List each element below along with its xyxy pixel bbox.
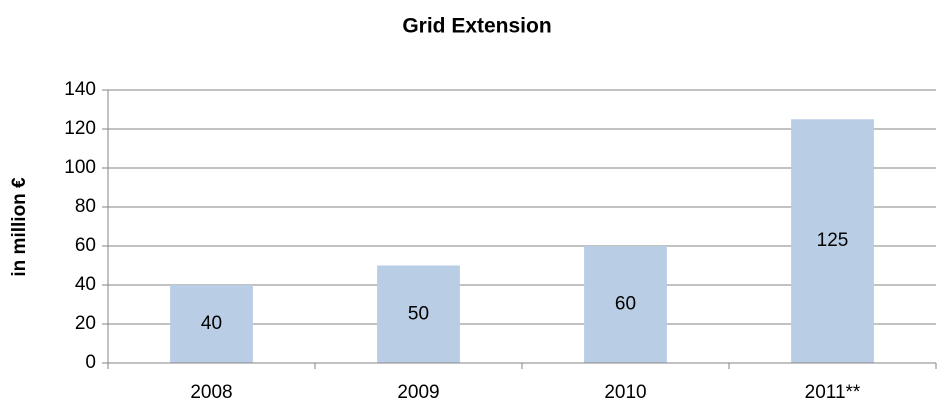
x-tick-label: 2010 xyxy=(604,382,646,403)
y-tick-label: 60 xyxy=(75,235,96,256)
data-label: 50 xyxy=(408,303,429,324)
y-tick-label: 120 xyxy=(64,118,96,139)
y-axis-label: in million € xyxy=(9,177,30,277)
x-tick-label: 2009 xyxy=(397,382,439,403)
y-tick-label: 20 xyxy=(75,313,96,334)
chart-title: Grid Extension xyxy=(402,15,551,38)
data-label: 40 xyxy=(201,313,222,334)
bar xyxy=(377,265,460,363)
data-label: 125 xyxy=(817,230,849,251)
bar xyxy=(170,285,253,363)
y-tick-label: 40 xyxy=(75,274,96,295)
y-tick-label: 80 xyxy=(75,196,96,217)
x-tick-label: 2011** xyxy=(805,382,861,403)
bar xyxy=(584,246,667,363)
bar xyxy=(791,119,874,363)
data-label: 60 xyxy=(615,294,636,315)
y-tick-label: 100 xyxy=(64,157,96,178)
x-tick-label: 2008 xyxy=(190,382,232,403)
y-tick-label: 140 xyxy=(64,79,96,100)
y-tick-label: 0 xyxy=(85,352,96,373)
